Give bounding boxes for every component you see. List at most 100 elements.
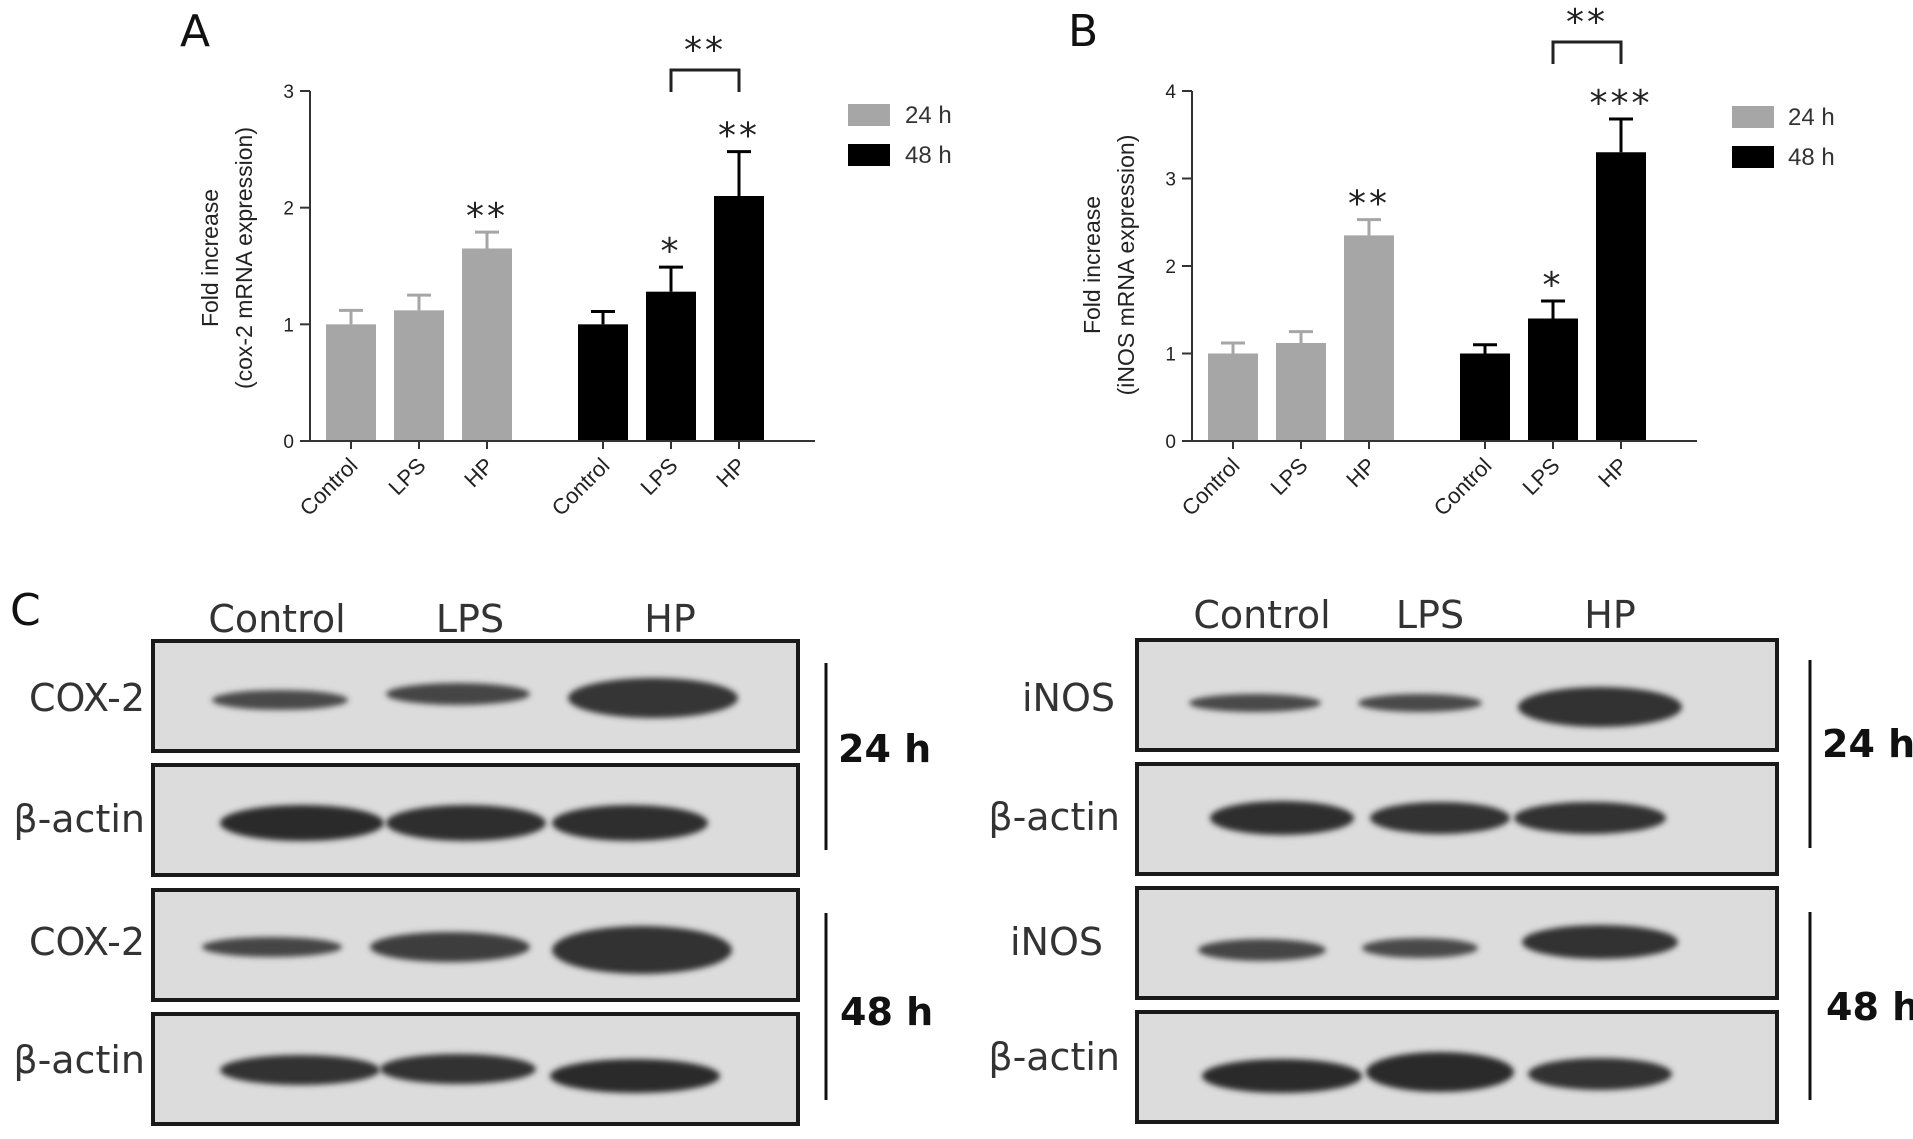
bar — [714, 196, 764, 441]
y-tick-label: 3 — [283, 82, 294, 103]
band — [386, 805, 546, 841]
chart-a: Fold increase (cox-2 mRNA expression) 0 1… — [197, 30, 952, 521]
blot-left-strip-cox2-48h — [151, 888, 800, 1002]
chart-b: Fold increase (iNOS mRNA expression) 0 1 2… — [1079, 2, 1835, 521]
y-tick-label: 1 — [283, 315, 294, 336]
y-tick-label: 2 — [1165, 257, 1176, 278]
blot-left-lane-control: Control — [208, 597, 345, 641]
chart-a-legend-swatch-24h — [848, 104, 890, 126]
blot-left-row-label-actin-24h: β-actin — [13, 797, 145, 841]
bar — [1276, 343, 1326, 441]
blot-right-strip-inos-48h — [1135, 886, 1779, 1000]
band — [1522, 925, 1678, 959]
chart-a-legend-label-48h: 48 h — [905, 142, 952, 169]
band — [1518, 687, 1682, 727]
significance-label: ** — [466, 196, 508, 237]
significance-label: * — [1543, 265, 1564, 306]
bracket-significance-label: ** — [684, 30, 726, 71]
category-label: Control — [1429, 453, 1497, 521]
band — [1198, 939, 1326, 961]
western-blot-right: Control LPS HP iNOS β-actin iNOS β-actin — [988, 593, 1913, 1124]
bar — [1460, 353, 1510, 441]
chart-a-ylabel-line2: (cox-2 mRNA expression) — [231, 127, 257, 389]
y-tick-label: 1 — [1165, 345, 1176, 366]
blot-right-row-label-actin-48h: β-actin — [988, 1035, 1120, 1079]
category-label: LPS — [1265, 453, 1312, 500]
category-label: HP — [459, 453, 498, 492]
band — [568, 678, 738, 718]
blot-right-lane-control: Control — [1193, 593, 1330, 637]
category-label: HP — [711, 453, 750, 492]
chart-b-ylabel-line1: Fold increase — [1079, 196, 1105, 334]
band — [220, 805, 384, 841]
blot-left-lane-lps: LPS — [436, 597, 504, 641]
band — [370, 932, 530, 962]
blot-right-row-label-actin-24h: β-actin — [988, 795, 1120, 839]
category-label: Control — [295, 453, 363, 521]
significance-bracket — [669, 68, 741, 92]
significance-label: ** — [1348, 184, 1390, 225]
band — [1189, 694, 1321, 712]
bar — [1528, 318, 1578, 441]
band — [202, 937, 342, 957]
band — [1528, 1058, 1672, 1090]
bar — [326, 324, 376, 441]
blot-right-time-label-24h: 24 h — [1822, 722, 1913, 766]
category-label: LPS — [383, 453, 430, 500]
y-tick-label: 2 — [283, 199, 294, 220]
band — [550, 1059, 720, 1093]
y-tick-label: 3 — [1165, 170, 1176, 191]
blot-right-strip-actin-48h — [1135, 1010, 1779, 1124]
blot-left-time-label-24h: 24 h — [838, 727, 931, 771]
y-tick-label: 4 — [1165, 82, 1176, 103]
band — [220, 1055, 380, 1085]
y-tick-label: 0 — [283, 432, 294, 453]
category-label: LPS — [1517, 453, 1564, 500]
blot-left-row-label-actin-48h: β-actin — [13, 1038, 145, 1082]
band — [552, 805, 708, 841]
chart-a-bars: ******* — [326, 30, 764, 441]
band — [1210, 801, 1354, 835]
band — [1362, 938, 1478, 958]
blot-left-strip-cox2-24h — [151, 639, 800, 753]
band — [380, 1054, 536, 1084]
blot-right-strip-actin-24h — [1135, 762, 1779, 876]
blot-right-strip-inos-24h — [1135, 638, 1779, 752]
blot-left-row-label-cox2-24h: COX-2 — [29, 676, 145, 720]
significance-label: *** — [1590, 83, 1653, 124]
band — [212, 690, 348, 710]
category-label: LPS — [635, 453, 682, 500]
bar — [462, 248, 512, 441]
band — [1514, 802, 1666, 834]
bar — [1596, 152, 1646, 441]
chart-b-bars: ******** — [1208, 2, 1653, 441]
bracket-significance-label: ** — [1566, 2, 1608, 43]
blot-right-row-label-inos-48h: iNOS — [1010, 920, 1103, 964]
category-label: Control — [547, 453, 615, 521]
blot-left-row-label-cox2-48h: COX-2 — [29, 920, 145, 964]
bar — [646, 291, 696, 441]
chart-b-legend-label-48h: 48 h — [1788, 144, 1835, 171]
significance-bracket — [1551, 40, 1623, 64]
chart-a-legend-label-24h: 24 h — [905, 102, 952, 129]
blot-left-lane-hp: HP — [644, 597, 696, 641]
blot-right-time-label-48h: 48 h — [1826, 985, 1913, 1029]
category-label: Control — [1177, 453, 1245, 521]
blot-right-lane-hp: HP — [1584, 593, 1636, 637]
band — [552, 926, 732, 974]
chart-a-ylabel-line1: Fold increase — [197, 189, 223, 327]
y-tick-label: 0 — [1165, 432, 1176, 453]
panel-letter-c: C — [10, 585, 41, 636]
category-label: HP — [1593, 453, 1632, 492]
blot-left-strip-actin-24h — [151, 763, 800, 877]
significance-label: * — [661, 231, 682, 272]
band — [1358, 694, 1482, 712]
blot-right-row-label-inos-24h: iNOS — [1022, 676, 1115, 720]
category-label: HP — [1341, 453, 1380, 492]
bar — [1344, 235, 1394, 441]
band — [386, 683, 530, 705]
significance-label: ** — [718, 116, 760, 157]
blot-left-time-label-48h: 48 h — [840, 990, 933, 1034]
band — [1202, 1059, 1362, 1093]
chart-b-ylabel-line2: (iNOS mRNA expression) — [1113, 135, 1139, 396]
